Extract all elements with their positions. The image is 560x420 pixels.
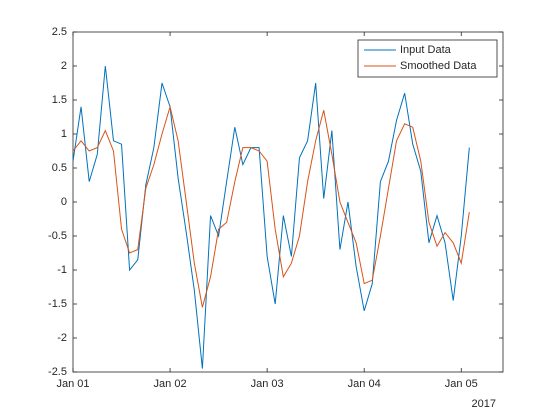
y-tick-label: -1 [57, 264, 67, 276]
y-tick-label: -2.5 [48, 366, 67, 378]
y-tick-label: -0.5 [48, 230, 67, 242]
data-line [72, 65, 470, 369]
x-tick-label: Jan 02 [154, 378, 187, 390]
data-line [72, 104, 470, 308]
x-secondary-label: 2017 [472, 398, 496, 410]
legend-label: Input Data [400, 44, 452, 56]
x-tick-label: Jan 05 [445, 378, 478, 390]
x-tick-label: Jan 04 [348, 378, 381, 390]
plot-area [72, 31, 504, 373]
y-tick-label: 1 [61, 128, 67, 140]
y-tick-label: 2 [61, 60, 67, 72]
x-tick-label: Jan 03 [251, 378, 284, 390]
x-tick-label: Jan 01 [56, 378, 89, 390]
legend: Input Data Smoothed Data [357, 39, 498, 78]
legend-label: Smoothed Data [400, 60, 477, 72]
y-tick-label: 2.5 [52, 26, 67, 38]
legend-box [357, 39, 498, 78]
y-tick-label: 1.5 [52, 94, 67, 106]
y-tick-label: -2 [57, 332, 67, 344]
y-tick-label: -1.5 [48, 298, 67, 310]
y-tick-label: 0 [61, 196, 67, 208]
y-tick-label: 0.5 [52, 162, 67, 174]
